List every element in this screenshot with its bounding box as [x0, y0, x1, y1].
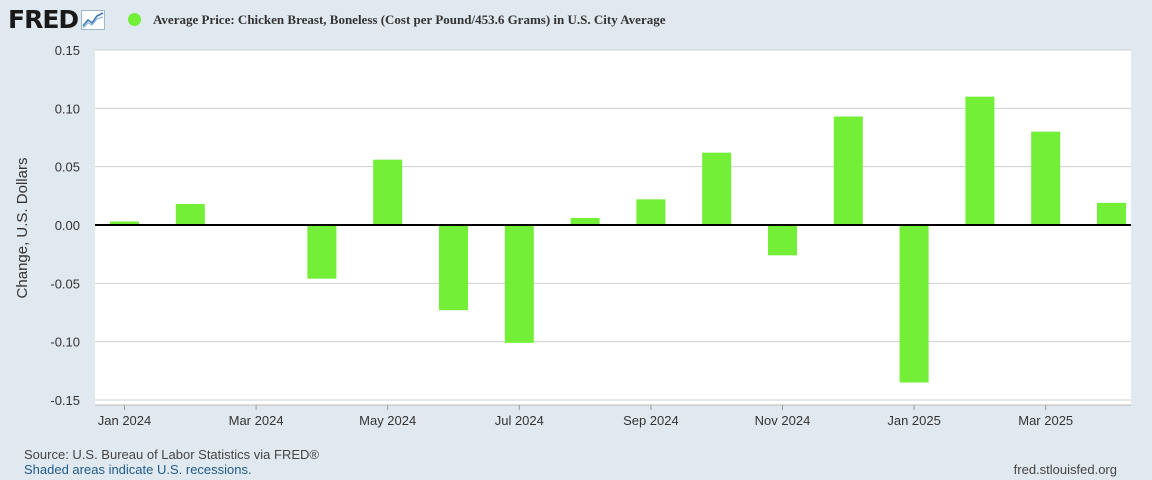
footer-recession-note: Shaded areas indicate U.S. recessions.: [24, 462, 252, 477]
x-tick-label: Jan 2025: [887, 413, 941, 428]
x-tick-label: Jul 2024: [495, 413, 544, 428]
x-tick-label: Mar 2025: [1018, 413, 1073, 428]
chart-title: Average Price: Chicken Breast, Boneless …: [153, 12, 666, 27]
bars: [110, 96, 1126, 383]
x-tick-label: May 2024: [359, 413, 416, 428]
bar-aug-2024[interactable]: [570, 218, 600, 225]
bar-jan-2025[interactable]: [899, 225, 929, 383]
bar-oct-2024[interactable]: [702, 152, 732, 225]
legend-marker: [128, 13, 141, 26]
fred-graph-icon: [81, 10, 106, 30]
y-tick-label: 0.10: [55, 101, 80, 116]
bar-apr-2025[interactable]: [1097, 202, 1126, 225]
bar-sep-2024[interactable]: [636, 199, 666, 225]
bar-apr-2024[interactable]: [307, 225, 337, 279]
y-axis-label: Change, U.S. Dollars: [14, 158, 31, 299]
x-tick-label: Sep 2024: [623, 413, 679, 428]
y-tick-label: 0.00: [55, 218, 80, 233]
bar-feb-2025[interactable]: [965, 96, 995, 226]
y-tick-label: -0.15: [50, 393, 80, 408]
bar-jun-2024[interactable]: [439, 225, 468, 311]
bar-may-2024[interactable]: [373, 159, 403, 225]
y-tick-label: -0.10: [50, 335, 80, 350]
x-axis-ticks: Jan 2024 Mar 2024 May 2024 Jul 2024 Sep 2024…: [95, 404, 1131, 428]
bar-dec-2024[interactable]: [833, 116, 863, 226]
x-tick-label: Mar 2024: [229, 413, 284, 428]
fred-logo-text: FRED: [8, 5, 79, 34]
footer-source: Source: U.S. Bureau of Labor Statistics …: [24, 447, 319, 462]
y-tick-label: 0.15: [55, 43, 80, 58]
plot-area: [95, 50, 1131, 405]
x-tick-label: Jan 2024: [98, 413, 152, 428]
y-tick-label: -0.05: [50, 276, 80, 291]
grid-lines: [95, 49, 1131, 401]
footer-url[interactable]: fred.stlouisfed.org: [1013, 462, 1117, 477]
fred-logo[interactable]: FRED: [8, 5, 106, 34]
bar-jul-2024[interactable]: [504, 225, 534, 343]
x-tick-label: Nov 2024: [755, 413, 811, 428]
bar-feb-2024[interactable]: [175, 204, 205, 225]
y-tick-label: 0.05: [55, 160, 80, 175]
bar-jan-2024[interactable]: [110, 221, 139, 226]
bar-nov-2024[interactable]: [768, 225, 797, 256]
y-axis-ticks: 0.15 0.10 0.05 0.00 -0.05 -0.10 -0.15: [50, 43, 80, 408]
bar-mar-2025[interactable]: [1031, 131, 1061, 225]
chart-header: FRED Average Price: Chicken Breast, Bone…: [0, 0, 1152, 40]
